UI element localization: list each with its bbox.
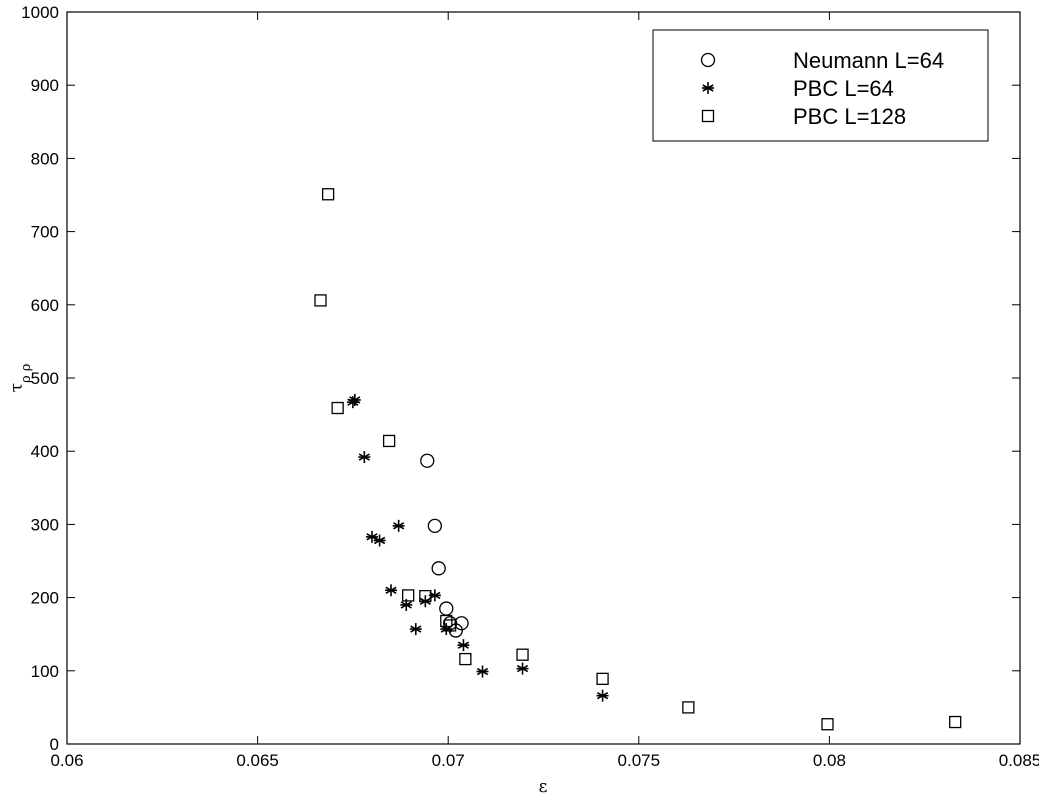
point-circle [431, 561, 446, 576]
point-star [348, 393, 361, 406]
point-square [321, 188, 335, 201]
y-axis-label-main: τ [7, 383, 27, 392]
point-square [419, 589, 432, 603]
point-square [459, 652, 472, 666]
point-square [443, 619, 457, 632]
point-star [392, 519, 405, 532]
legend-marker-circle [700, 52, 716, 68]
x-tick-label: 0.085 [999, 751, 1039, 770]
y-axis: 0 100 200 300 400 500 600 700 800 900 1000 [21, 3, 1020, 754]
y-tick-label: 100 [31, 662, 59, 681]
point-square [314, 294, 327, 307]
x-tick-label: 0.08 [813, 751, 846, 770]
svg-text:τρ ρ: τρ ρ [7, 364, 34, 393]
point-star [358, 451, 371, 464]
legend: Neumann L=64 PBC L=64 PBC L=128 [652, 29, 989, 142]
point-star [457, 639, 470, 652]
point-circle [427, 518, 443, 534]
y-tick-label: 900 [31, 76, 59, 95]
point-star [373, 534, 386, 547]
point-square [682, 701, 695, 714]
point-star [385, 584, 398, 597]
point-square [382, 434, 396, 448]
y-tick-label: 400 [31, 442, 59, 461]
legend-label: PBC L=128 [793, 104, 906, 129]
y-tick-label: 700 [31, 223, 59, 242]
legend-label: PBC L=64 [793, 76, 894, 101]
y-axis-label-subscript: ρ ρ [19, 364, 34, 383]
legend-marker-square [701, 109, 715, 123]
y-tick-label: 200 [31, 589, 59, 608]
y-tick-label: 500 [31, 369, 59, 388]
x-tick-label: 0.07 [432, 751, 465, 770]
point-star [476, 665, 489, 678]
point-square [821, 718, 834, 731]
y-axis-label: τρ ρ [7, 364, 34, 393]
point-square [402, 589, 415, 602]
point-star [596, 689, 609, 702]
y-tick-label: 1000 [21, 3, 59, 22]
legend-marker-star [702, 82, 714, 94]
point-star [365, 530, 378, 543]
point-square [516, 648, 529, 661]
y-tick-label: 600 [31, 296, 59, 315]
point-star [409, 623, 422, 636]
x-axis: 0.06 0.065 0.07 0.075 0.08 0.085 [50, 12, 1039, 770]
legend-box [652, 29, 989, 142]
x-tick-label: 0.06 [50, 751, 83, 770]
x-axis-label: ε [539, 777, 548, 797]
data-points [314, 188, 962, 731]
point-circle [420, 453, 435, 468]
x-tick-label: 0.075 [618, 751, 661, 770]
point-square [331, 401, 344, 415]
point-square [440, 614, 453, 628]
y-tick-label: 0 [50, 735, 59, 754]
y-tick-label: 800 [31, 149, 59, 168]
point-square [949, 715, 962, 729]
point-square [596, 672, 609, 686]
legend-label: Neumann L=64 [793, 48, 944, 73]
point-star [516, 662, 529, 675]
x-tick-label: 0.065 [236, 751, 279, 770]
y-tick-label: 300 [31, 515, 59, 534]
